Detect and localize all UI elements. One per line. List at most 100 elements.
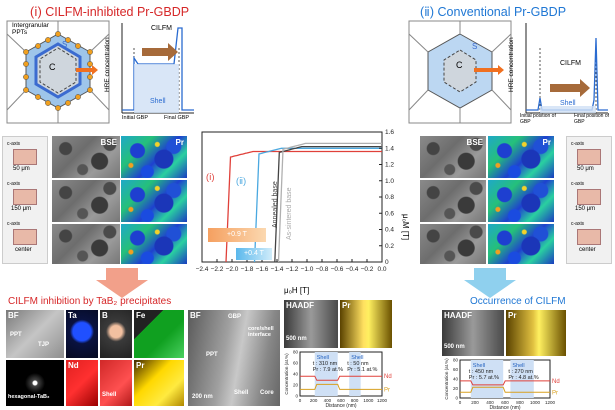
right-shell-s-label: S [472,42,478,51]
left-cilfm-label: CILFM [151,25,172,32]
x-tick-label: −2.2 [211,266,224,273]
r-depth-label-1: 50 μm [577,166,594,172]
nd-legend: Nd [384,374,392,380]
profile-frame [299,351,383,397]
delta-arrow-2: +0.4 T [236,248,272,260]
right-pr-map-3 [488,224,554,264]
right-core-c-label: C [456,60,463,70]
demag-curve [253,147,382,263]
y-tick-label: 0.6 [385,210,394,217]
tem-bf-image: BF PPT TJP [6,310,64,358]
tem-bf-large: BF GBP core/shell interface PPT Shell Co… [188,310,280,406]
t1-text: t : 450 nm [469,369,494,375]
profile-y-tick: 80 [293,350,299,355]
y-tick-label: 1.0 [385,178,394,185]
ta-map: Ta [66,310,98,358]
profile-y-tick: 60 [293,361,299,366]
right-cilfm-label: CILFM [560,60,581,67]
x-tick-label: −0.4 [346,266,359,273]
y-tick-label: 0 [385,259,389,266]
profile-x-tick: 800 [351,398,359,403]
bse-label-right: BSE [466,138,483,147]
profile-x-tick: 0 [459,400,462,405]
left-bse-image-1: BSE [52,136,120,178]
r-caxis-label-2: c-axis [571,181,585,187]
right-initial-gbp: Initial position of GBP [520,113,556,125]
y-tick-label: 1.2 [385,162,394,169]
profile-x-tick: 400 [324,398,332,403]
profile-ylabel: Concentration (at.%) [284,353,289,395]
pr1-text: Pr : 5.7 at.% [469,375,499,381]
shell2-text: Shell [351,355,363,361]
left-final-gbp: Final GBP [164,115,190,121]
t1-text: t : 310 nm [313,361,338,367]
pr-label-right: Pr [542,138,551,147]
profile-x-tick: 1200 [545,400,556,405]
caxis-label-1: c-axis [7,141,21,147]
x-tick-label: −0.2 [361,266,374,273]
ta-label: Ta [68,311,77,320]
profile-x-tick: 600 [501,400,509,405]
right-grain-schematic [408,20,512,124]
left-pr-map-1: Pr [121,136,187,178]
shell1-text: Shell [473,363,485,369]
delta1-label: +0.9 T [227,231,247,238]
right-pr-map-2 [488,180,554,222]
x-tick-label: −1.8 [241,266,254,273]
right-title: (ⅱ) Conventional Pr-GBDP [420,5,567,19]
y-tick-label: 0.4 [385,227,394,234]
ppt2-label: PPT [206,352,218,358]
profile-y-tick: 60 [453,367,459,372]
profile-x-tick: 1000 [530,400,541,405]
demagnetization-chart: −2.4 −2.2 −2.0 −1.8 −1.6 −1.4 −1.2 −1.0 −0.8 −0.6… [196,129,394,273]
pr-label: Pr [175,138,184,147]
demag-curve [225,150,382,263]
pr-legend: Pr [552,390,558,396]
t2-text: t : 270 nm [508,369,533,375]
shell-region-2 [510,360,534,398]
series1-label: (ⅰ) [206,172,215,182]
right-bse-image-3 [420,224,486,264]
x-tick-label: −0.8 [316,266,329,273]
right-pr-map-1: Pr [488,136,554,178]
r-depth-cube-3 [577,229,601,245]
annealed-label: Annealed base [272,181,279,228]
ppt-label: Intergranular PPTs [12,22,49,36]
profile-y-tick: 0 [295,394,298,399]
right-hre-profile [525,23,608,114]
profile-xlabel: Distance (nm) [489,405,520,410]
demag-xlabel: μ₀H [T] [284,286,310,295]
left-bse-image-2 [52,180,120,222]
tem-ppt-label: PPT [10,332,22,338]
bottom-left-title: CILFM inhibition by TaB₂ precipitates [8,296,172,307]
profile-y-tick: 20 [293,383,299,388]
profile-y-tick: 80 [453,358,459,363]
profile-y-tick: 40 [293,372,299,377]
shell-region-1 [314,352,338,396]
right-bse-image-1: BSE [420,136,486,178]
nd-label: Nd [68,361,79,370]
pr-curve [460,386,550,393]
profile-x-tick: 0 [299,398,302,403]
shell-region-1 [470,360,504,398]
shell-red-map: Shell [100,360,132,406]
bottom-right-title: Occurrence of CILFM [470,296,566,307]
diffraction-pattern: hexagonal-TaB₂ [6,360,64,406]
left-hre-profile [121,23,194,114]
profile-x-tick: 800 [516,400,524,405]
y-tick-label: 0.2 [385,243,394,250]
interface-label: core/shell interface [248,326,274,338]
profile-x-tick: 400 [486,400,494,405]
demag-curve [277,142,382,263]
nd-curve [300,375,382,381]
right-bse-image-2 [420,180,486,222]
shell1-text: Shell [317,355,329,361]
y-tick-label: 1.6 [385,129,394,136]
pr-curve [300,383,382,390]
shell-region-2 [349,352,361,396]
profile-x-tick: 1200 [377,398,388,403]
scale-bar-label: 200 nm [192,394,213,400]
left-title: (ⅰ) CILFM-inhibited Pr-GBDP [30,5,190,19]
left-shell-label: Shell [150,98,166,105]
series2-label: (ⅱ) [236,176,247,186]
